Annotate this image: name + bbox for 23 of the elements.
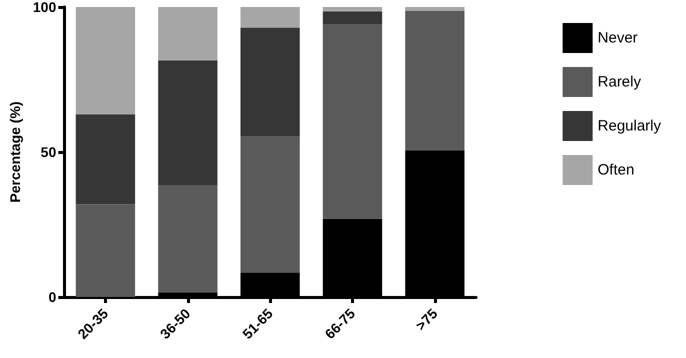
legend-label: Rarely: [598, 74, 642, 90]
bar: [76, 7, 136, 114]
y-tick-label: 100: [32, 0, 56, 15]
y-axis-title: Percentage (%): [7, 101, 23, 203]
bar: [158, 60, 218, 186]
bar: [240, 7, 300, 28]
bar: [322, 11, 382, 24]
bar: [76, 204, 136, 297]
bar: [322, 7, 382, 12]
bar: [158, 7, 218, 60]
bar: [322, 24, 382, 219]
legend-label: Regularly: [598, 118, 662, 134]
bar: [240, 28, 300, 136]
y-tick-label: 0: [48, 289, 56, 305]
bar: [240, 136, 300, 273]
bar: [405, 11, 464, 150]
legend-label: Never: [598, 30, 638, 46]
bar: [158, 185, 218, 292]
x-tick-label: >75: [412, 305, 441, 334]
bar: [405, 7, 464, 12]
legend-label: Often: [598, 162, 634, 178]
bar: [76, 114, 136, 204]
y-tick-label: 50: [40, 144, 56, 160]
